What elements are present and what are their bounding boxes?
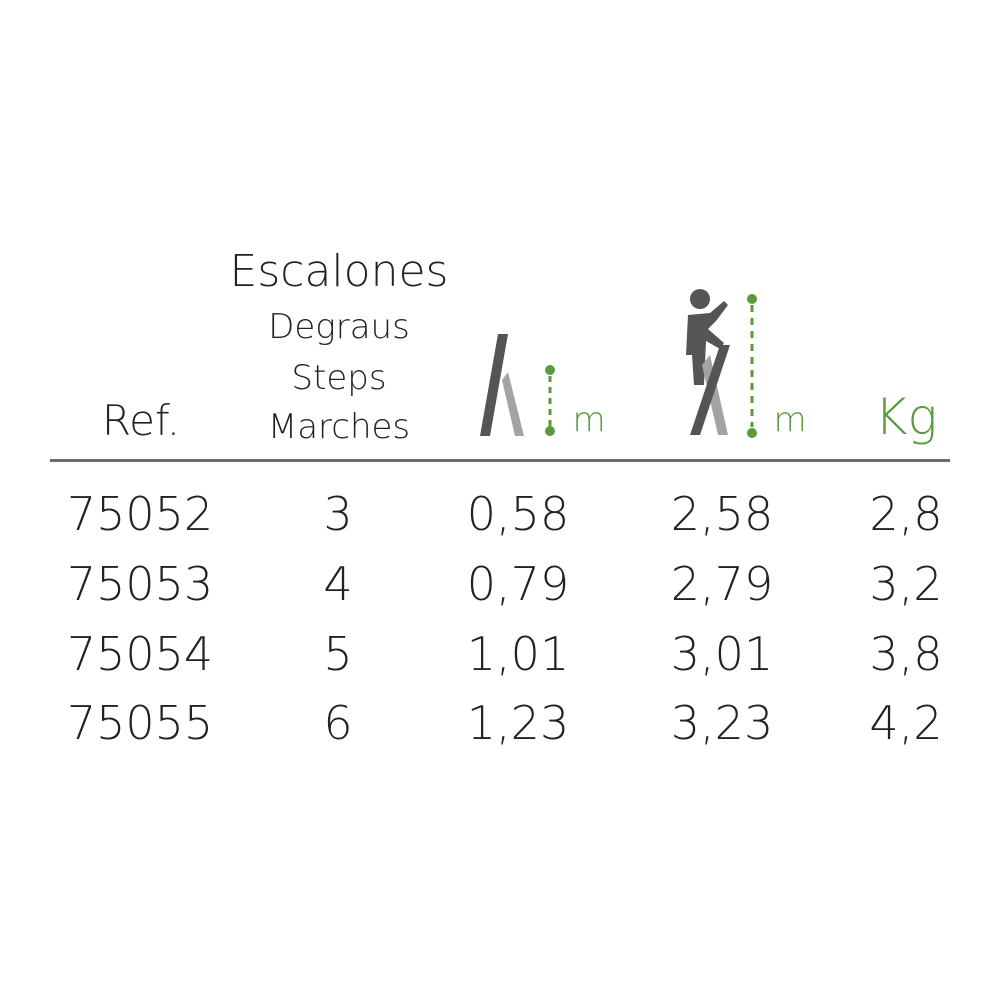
cell-weight: 3,8 bbox=[869, 627, 943, 681]
cell-steps: 4 bbox=[323, 557, 353, 611]
cell-ladder-height: 1,01 bbox=[466, 627, 570, 681]
cell-working-height: 2,58 bbox=[670, 487, 774, 541]
cell-ladder-height: 0,79 bbox=[466, 557, 570, 611]
cell-weight: 4,2 bbox=[869, 696, 943, 750]
working-height-unit: m bbox=[773, 400, 807, 440]
cell-ladder-height: 0,58 bbox=[466, 487, 570, 541]
cell-ref: 75055 bbox=[66, 696, 214, 750]
cell-working-height: 2,79 bbox=[670, 557, 774, 611]
cell-ref: 75053 bbox=[66, 557, 214, 611]
ladder-height-icon bbox=[480, 334, 555, 436]
header-divider bbox=[50, 459, 950, 462]
ladder-height-unit: m bbox=[572, 400, 606, 440]
cell-weight: 3,2 bbox=[869, 557, 943, 611]
person-on-ladder-icon bbox=[686, 289, 757, 438]
cell-steps: 6 bbox=[323, 696, 353, 750]
header-weight: Kg bbox=[874, 388, 938, 446]
cell-working-height: 3,01 bbox=[670, 627, 774, 681]
header-steps-fr: Marches bbox=[267, 407, 411, 447]
header-steps-es: Escalones bbox=[229, 246, 449, 297]
cell-ref: 75052 bbox=[66, 487, 214, 541]
header-steps-en: Steps bbox=[291, 358, 387, 398]
header-steps-pt: Degraus bbox=[268, 307, 410, 347]
cell-ref: 75054 bbox=[66, 627, 214, 681]
cell-weight: 2,8 bbox=[869, 487, 943, 541]
cell-ladder-height: 1,23 bbox=[466, 696, 570, 750]
cell-working-height: 3,23 bbox=[670, 696, 774, 750]
header-ref: Ref. bbox=[101, 396, 181, 445]
cell-steps: 5 bbox=[323, 627, 353, 681]
cell-steps: 3 bbox=[323, 487, 353, 541]
